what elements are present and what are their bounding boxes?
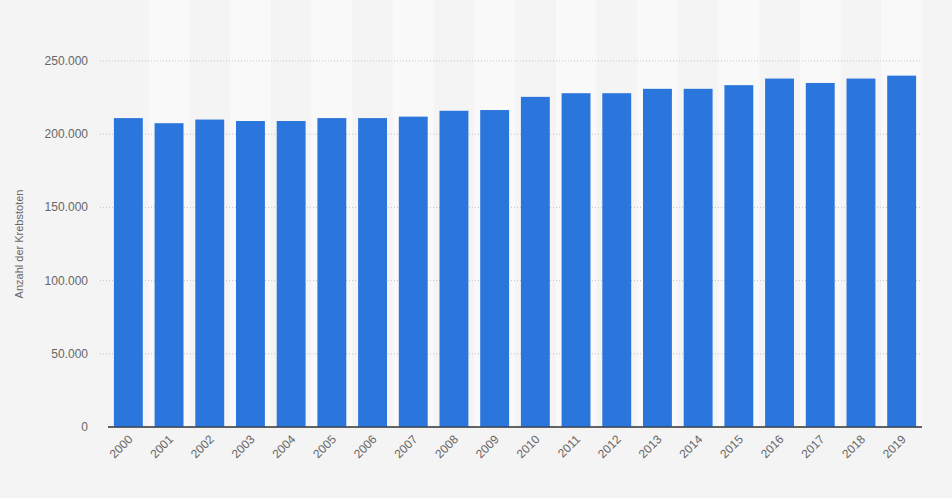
y-tick-label: 200.000: [45, 127, 89, 141]
bar: [521, 97, 550, 427]
chart-svg: 0 50.000 100.000 150.000 200.000 250.000 Anzah…: [0, 0, 952, 498]
x-tick-label: 2013: [636, 432, 665, 461]
x-tick-label: 2014: [676, 432, 705, 461]
band-stripe: [800, 0, 841, 427]
baseline: [108, 427, 922, 428]
bar: [684, 89, 713, 427]
y-grid: [100, 61, 922, 427]
x-tick-label: 2017: [799, 432, 828, 461]
background: [0, 0, 952, 498]
bars: [114, 76, 916, 427]
y-tick-label: 100.000: [45, 274, 89, 288]
y-tick-label: 150.000: [45, 200, 89, 214]
band-stripe: [719, 0, 760, 427]
bar: [562, 93, 591, 427]
bar: [847, 79, 876, 427]
band-stripe: [556, 0, 597, 427]
bar: [765, 79, 794, 427]
grid-line: [108, 427, 922, 428]
x-tick-label: 2005: [310, 432, 339, 461]
bar: [317, 118, 346, 427]
bar: [440, 111, 469, 427]
bar: [643, 89, 672, 427]
bar: [155, 123, 184, 427]
band-stripe: [312, 0, 353, 427]
band-stripe: [637, 0, 678, 427]
x-tick-label: 2019: [880, 432, 909, 461]
x-tick-label: 2008: [432, 432, 461, 461]
bar: [195, 120, 224, 427]
bar: [887, 76, 916, 427]
x-tick-label: 2003: [229, 432, 258, 461]
bar: [724, 85, 753, 427]
x-tick-label: 2016: [758, 432, 787, 461]
bar: [602, 93, 631, 427]
bar: [114, 118, 143, 427]
y-tick-label: 0: [81, 420, 88, 434]
bar: [480, 110, 509, 427]
bar: [399, 117, 428, 427]
bar: [806, 83, 835, 427]
band-stripe: [230, 0, 271, 427]
y-tick-label: 50.000: [51, 347, 88, 361]
bar: [277, 121, 306, 427]
x-tick-label: 2007: [392, 432, 421, 461]
band-stripe: [474, 0, 515, 427]
x-tick-label: 2011: [555, 432, 583, 460]
x-tick-label: 2018: [839, 432, 868, 461]
y-axis-label: Anzahl der Krebstoten: [13, 190, 25, 299]
band-stripe: [393, 0, 434, 427]
x-tick-label: 2009: [473, 432, 502, 461]
bar: [358, 118, 387, 427]
bar: [236, 121, 265, 427]
x-tick-label: 2001: [147, 432, 176, 461]
x-tick-label: 2004: [269, 432, 298, 461]
x-tick-label: 2002: [188, 432, 217, 461]
band-stripe: [149, 0, 190, 427]
y-tick-label: 250.000: [45, 54, 89, 68]
chart-container: 0 50.000 100.000 150.000 200.000 250.000 Anzah…: [0, 0, 952, 498]
band-stripe: [881, 0, 922, 427]
x-tick-label: 2006: [351, 432, 380, 461]
x-tick-label: 2000: [107, 432, 136, 461]
grid-line: [100, 61, 922, 62]
x-tick-label: 2015: [717, 432, 746, 461]
x-tick-label: 2012: [595, 432, 624, 461]
x-tick-label: 2010: [514, 432, 543, 461]
